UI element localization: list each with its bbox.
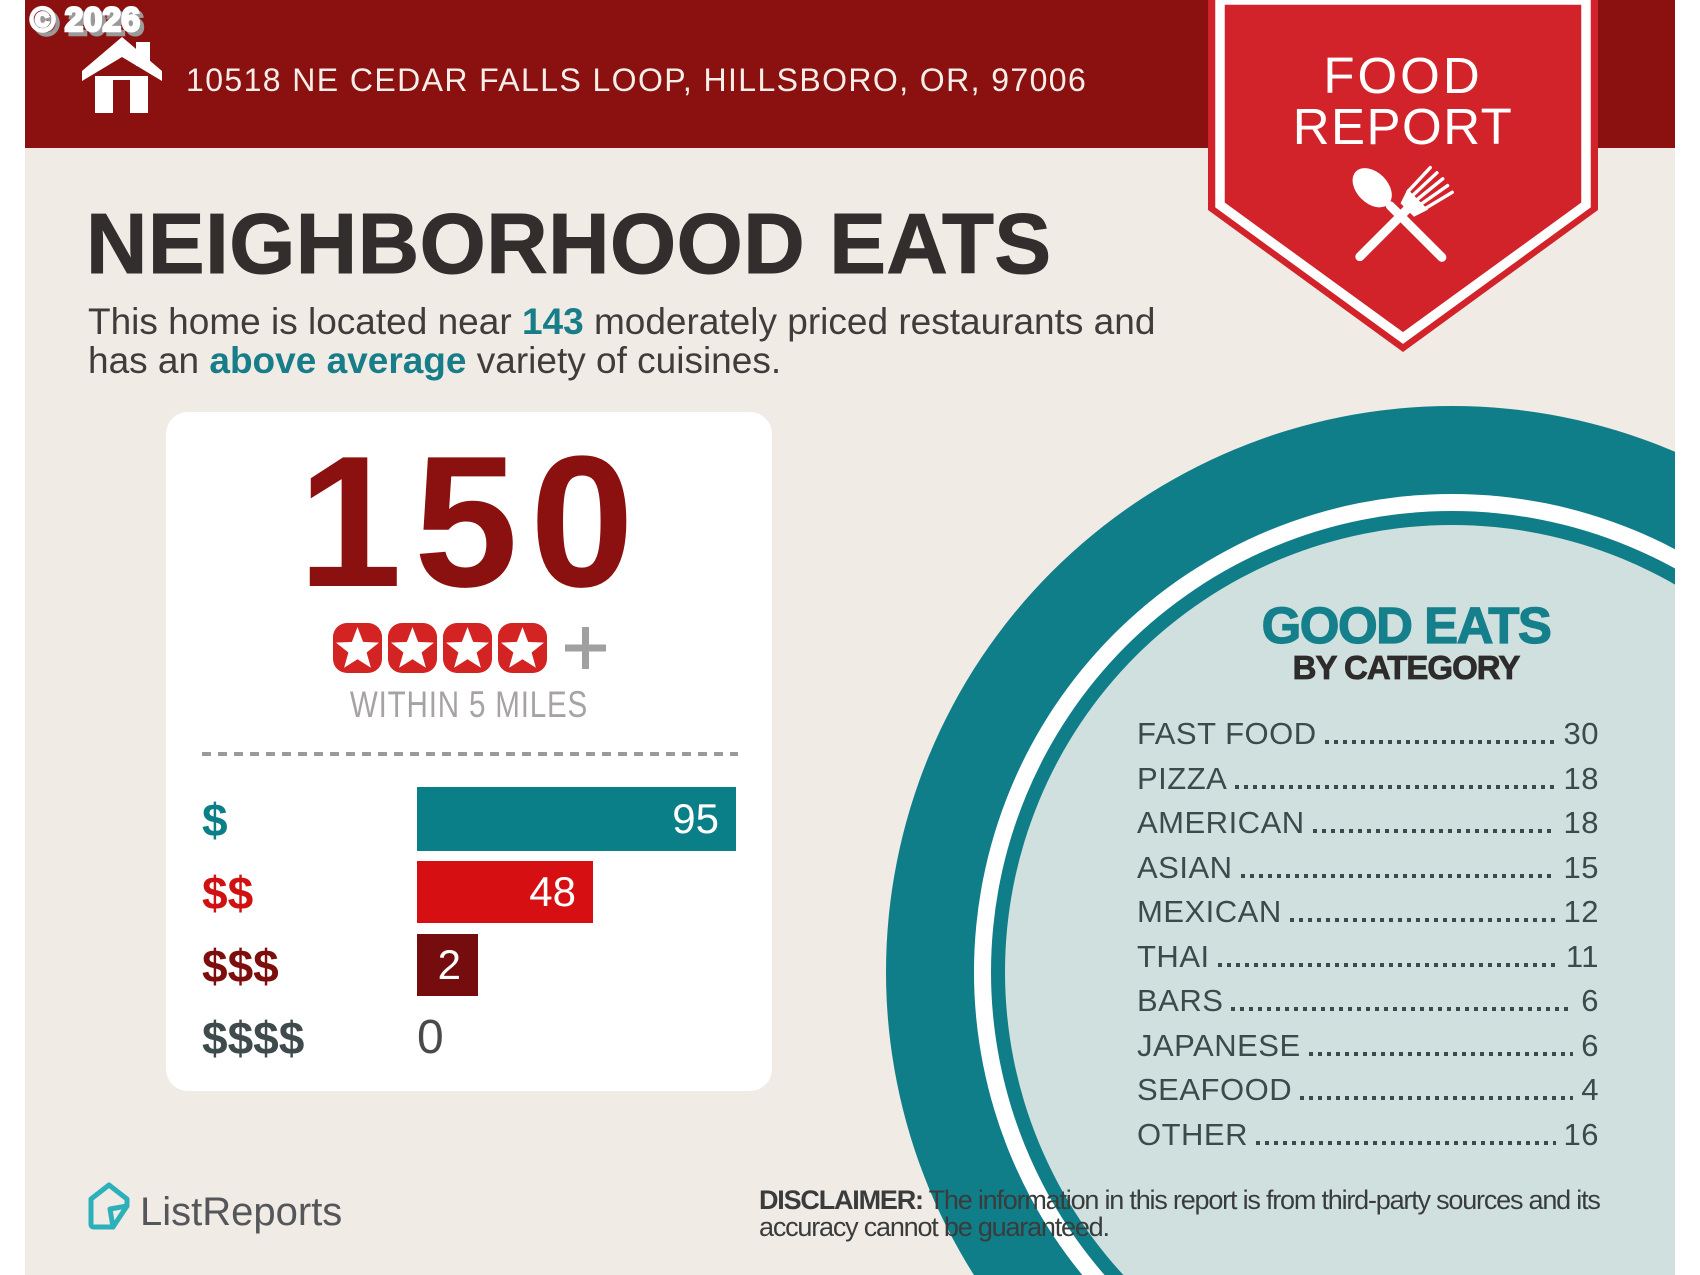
svg-text:FOOD: FOOD bbox=[1323, 47, 1482, 104]
svg-text:© 2026: © 2026 bbox=[34, 5, 144, 43]
svg-text:© 2026: © 2026 bbox=[30, 1, 140, 39]
svg-text:REPORT: REPORT bbox=[1293, 98, 1514, 155]
